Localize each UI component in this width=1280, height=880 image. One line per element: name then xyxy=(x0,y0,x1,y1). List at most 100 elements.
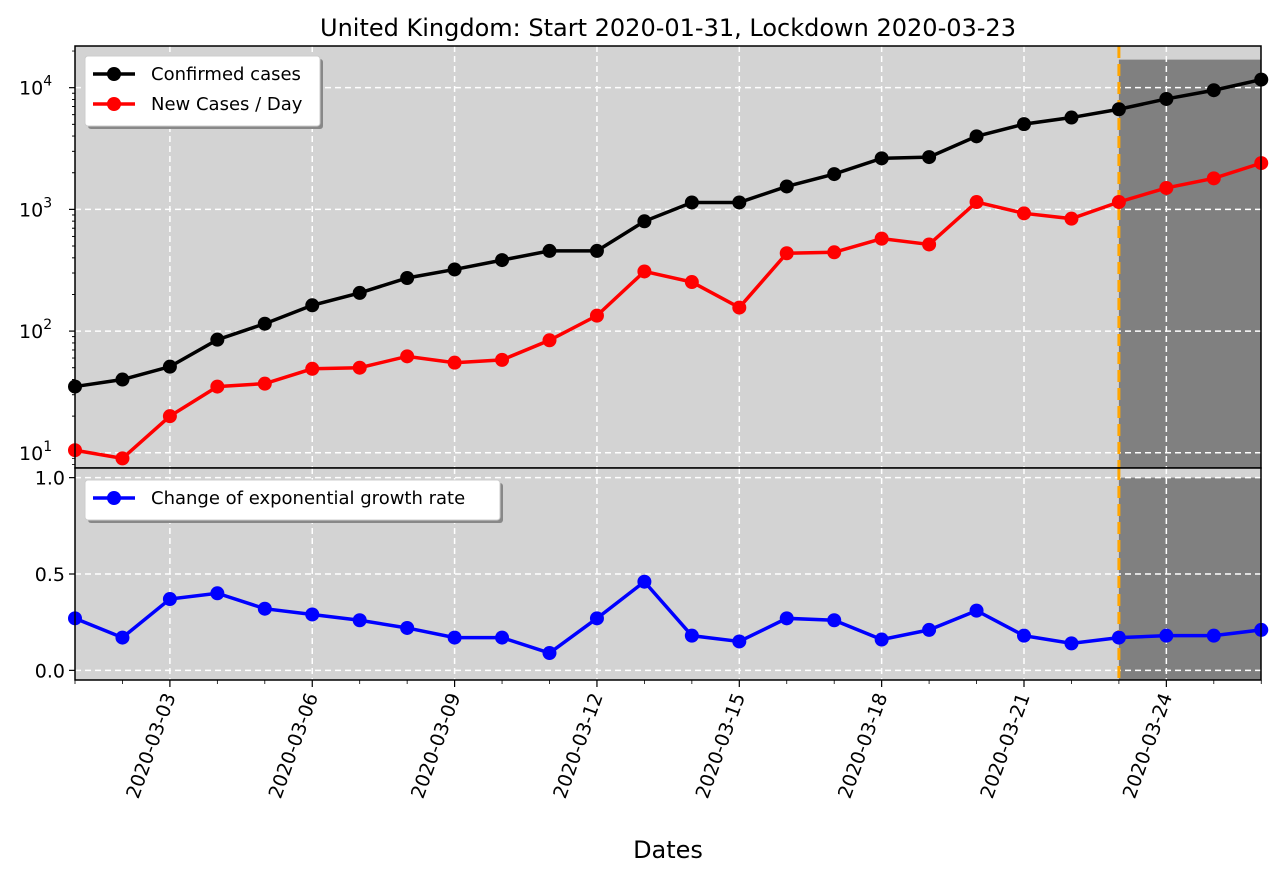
new-cases-point xyxy=(495,352,510,367)
new-cases-point xyxy=(1159,180,1174,195)
new-cases-point xyxy=(969,195,984,210)
growth-rate-point xyxy=(589,611,604,626)
x-tick-label: 2020-03-15 xyxy=(692,690,750,801)
growth-rate-point xyxy=(779,611,794,626)
growth-rate-point xyxy=(969,603,984,618)
new-cases-point xyxy=(210,379,225,394)
confirmed-cases-point xyxy=(1111,102,1126,117)
confirmed-cases-point xyxy=(1017,117,1031,132)
y-tick-exponent: 1 xyxy=(43,439,52,455)
growth-rate-point xyxy=(115,630,130,645)
legend-label: Confirmed cases xyxy=(151,64,301,85)
confirmed-cases-point xyxy=(495,253,510,268)
y-tick-base: 10 xyxy=(19,199,43,221)
confirmed-cases-line xyxy=(74,77,1262,389)
new-cases-point xyxy=(589,308,604,323)
x-tick-label: 2020-03-06 xyxy=(265,690,323,801)
bottom-lockdown-shade xyxy=(1118,477,1261,680)
new-cases-point xyxy=(400,349,415,364)
legend-label: New Cases / Day xyxy=(151,94,303,115)
x-tick-label: 2020-03-12 xyxy=(549,690,607,801)
new-cases-point xyxy=(1111,194,1126,209)
x-axis: 2020-03-03 2020-03-06 2020-03-09 2020-03-12… xyxy=(74,680,1262,801)
confirmed-cases-point xyxy=(684,195,699,210)
confirmed-cases-point xyxy=(352,285,367,300)
bottom-frame xyxy=(74,467,1262,681)
new-cases-point xyxy=(352,360,367,375)
new-cases-point xyxy=(637,264,652,279)
growth-rate-point xyxy=(305,607,320,622)
y-tick-label: 1.0 xyxy=(35,468,65,490)
growth-rate-point xyxy=(1017,628,1031,643)
confirmed-cases-point xyxy=(257,316,272,331)
growth-rate-point xyxy=(210,586,225,601)
confirmed-cases-point xyxy=(305,298,320,313)
confirmed-cases-point xyxy=(589,243,604,258)
confirmed-cases-point xyxy=(827,167,842,182)
new-cases-point xyxy=(162,409,177,424)
y-tick-base: 10 xyxy=(19,78,43,100)
y-tick-base: 10 xyxy=(19,443,43,465)
growth-rate-point xyxy=(352,613,367,628)
x-tick-label: 2020-03-24 xyxy=(1119,690,1177,801)
x-tick-label: 2020-03-03 xyxy=(122,690,180,801)
confirmed-cases-point xyxy=(1064,110,1079,125)
legend-box xyxy=(84,479,501,521)
confirmed-cases-point xyxy=(115,372,130,387)
growth-rate-point xyxy=(1111,630,1126,645)
growth-rate-point xyxy=(162,592,177,607)
y-tick-exponent: 2 xyxy=(43,317,52,333)
confirmed-cases-point xyxy=(1206,83,1221,98)
legend-label: Change of exponential growth rate xyxy=(151,488,465,509)
y-tick-label: 103 xyxy=(19,195,52,221)
legend-marker xyxy=(107,97,121,111)
y-tick-label: 102 xyxy=(19,317,52,343)
new-cases-point xyxy=(115,451,130,466)
growth-rate-point xyxy=(637,574,652,589)
new-cases-point xyxy=(684,275,699,290)
growth-rate-point xyxy=(1159,628,1174,643)
growth-rate-point xyxy=(257,601,272,616)
confirmed-cases-point xyxy=(732,195,747,210)
growth-rate-point xyxy=(732,634,747,649)
new-cases-point xyxy=(447,355,462,370)
new-cases-point xyxy=(827,245,842,260)
x-tick-label: 2020-03-21 xyxy=(976,690,1034,801)
new-cases-point xyxy=(732,300,747,315)
growth-rate-point xyxy=(495,630,510,645)
growth-rate-point xyxy=(400,620,415,635)
confirmed-cases-point xyxy=(874,151,889,166)
confirmed-cases-point xyxy=(162,359,177,374)
growth-rate-point xyxy=(447,630,462,645)
legend-marker xyxy=(107,491,121,505)
growth-rate-point xyxy=(1206,628,1221,643)
confirmed-cases-point xyxy=(1159,91,1174,106)
growth-rate-point xyxy=(827,613,842,628)
chart-title: United Kingdom: Start 2020-01-31, Lockdo… xyxy=(320,14,1016,42)
confirmed-cases-point xyxy=(922,150,937,165)
growth-rate-point xyxy=(922,622,937,637)
new-cases-point xyxy=(874,231,889,246)
growth-rate-point xyxy=(542,646,557,661)
new-cases-point xyxy=(305,361,320,376)
legend-box xyxy=(84,55,321,127)
confirmed-cases-point xyxy=(969,129,984,144)
y-tick-base: 10 xyxy=(19,321,43,343)
new-cases-point xyxy=(779,246,794,261)
x-axis-label: Dates xyxy=(633,836,703,864)
confirmed-cases-point xyxy=(779,179,794,194)
bottom-panel: 0.0 0.5 1.0 Change of exponential growth ra… xyxy=(35,467,1269,682)
x-tick-label: 2020-03-09 xyxy=(407,690,465,801)
new-cases-line xyxy=(74,161,1262,461)
new-cases-point xyxy=(257,376,272,391)
legend-marker xyxy=(107,67,121,81)
new-cases-point xyxy=(1064,211,1079,226)
confirmed-cases-point xyxy=(542,243,557,258)
growth-rate-point xyxy=(1064,636,1079,651)
y-tick-exponent: 3 xyxy=(43,195,52,211)
y-tick-exponent: 4 xyxy=(43,74,52,90)
new-cases-point xyxy=(922,237,937,252)
new-cases-point xyxy=(1206,171,1221,186)
